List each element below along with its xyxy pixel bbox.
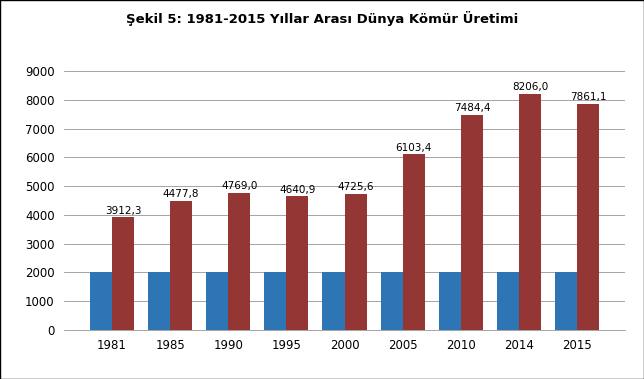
Bar	[287, 196, 308, 330]
Bar	[497, 272, 519, 330]
Bar	[112, 217, 134, 330]
Bar	[555, 272, 577, 330]
Text: 7484,4: 7484,4	[453, 103, 490, 113]
Bar	[381, 272, 402, 330]
Text: 4769,0: 4769,0	[221, 181, 258, 191]
Text: 8206,0: 8206,0	[512, 82, 548, 92]
Bar	[206, 272, 228, 330]
Text: 4640,9: 4640,9	[279, 185, 316, 195]
Bar	[402, 154, 425, 330]
Text: 6103,4: 6103,4	[395, 143, 432, 153]
Bar	[228, 193, 251, 330]
Bar	[170, 201, 192, 330]
Bar	[264, 272, 287, 330]
Bar	[439, 272, 461, 330]
Text: Şekil 5: 1981-2015 Yıllar Arası Dünya Kömür Üretimi: Şekil 5: 1981-2015 Yıllar Arası Dünya Kö…	[126, 11, 518, 27]
Bar	[345, 194, 366, 330]
Bar	[519, 94, 541, 330]
Bar	[90, 272, 112, 330]
Text: 7861,1: 7861,1	[570, 92, 607, 102]
Bar	[148, 272, 170, 330]
Bar	[577, 104, 599, 330]
Text: 4477,8: 4477,8	[163, 190, 200, 199]
Bar	[461, 115, 483, 330]
Bar	[323, 272, 345, 330]
Text: 3912,3: 3912,3	[105, 206, 141, 216]
Text: 4725,6: 4725,6	[337, 182, 374, 192]
